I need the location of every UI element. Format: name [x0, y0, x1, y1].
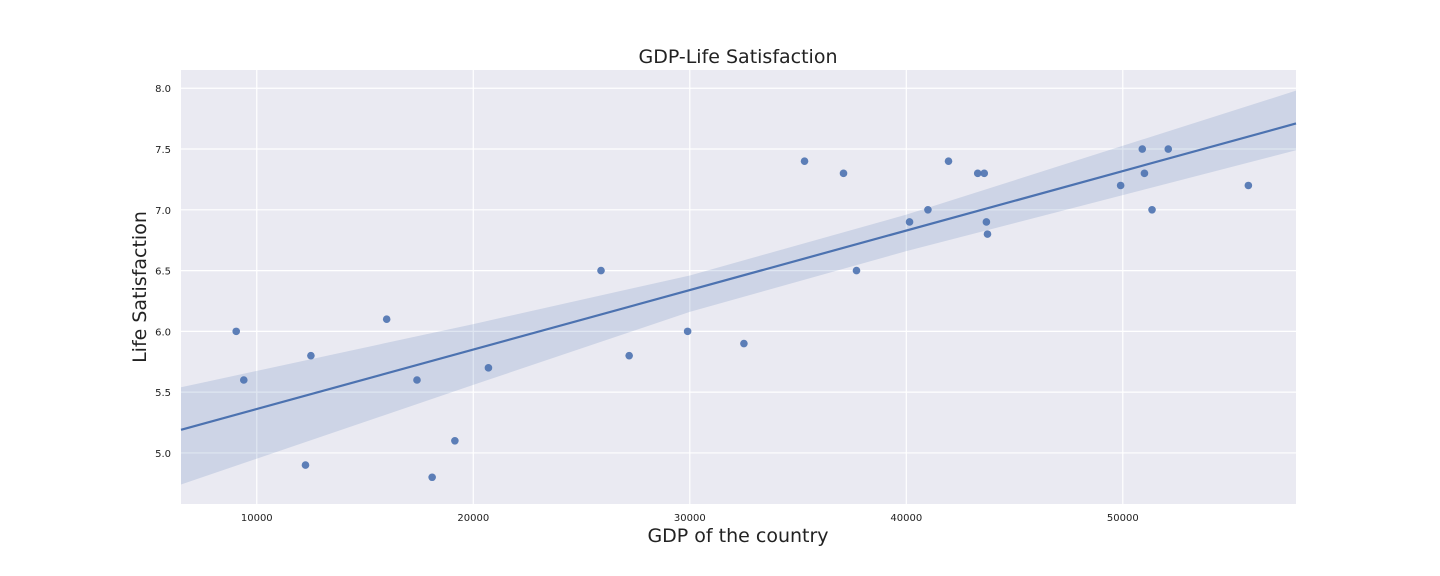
x-tick-label: 30000: [674, 513, 706, 524]
x-tick-label: 50000: [1107, 513, 1139, 524]
x-tick-label: 20000: [457, 513, 489, 524]
data-point: [451, 436, 459, 445]
x-tick-label: 40000: [890, 513, 922, 524]
data-point: [973, 169, 982, 178]
y-axis-label: Life Satisfaction: [129, 211, 151, 363]
data-point: [232, 327, 241, 336]
y-tick-label: 7.5: [155, 145, 171, 156]
y-tick-labels: 5.0 5.5 6.0 6.5 7.0 7.5 8.0: [155, 84, 171, 460]
confidence-band: [181, 90, 1296, 485]
grid-lines: [181, 70, 1296, 504]
data-point: [1164, 145, 1173, 153]
plot-area: [181, 70, 1296, 504]
regression-line-group: [180, 122, 1297, 431]
data-point: [625, 351, 633, 360]
data-point: [944, 157, 953, 165]
data-point: [413, 376, 421, 384]
y-tick-label: 7.0: [155, 206, 171, 217]
y-tick-label: 5.5: [155, 388, 171, 399]
data-point: [1140, 169, 1149, 178]
data-point: [839, 169, 848, 178]
data-point: [800, 157, 809, 165]
y-tick-label: 6.5: [155, 267, 171, 278]
data-point: [382, 315, 391, 324]
x-axis-label: GDP of the country: [647, 525, 828, 547]
data-points: [232, 145, 1253, 482]
y-tick-label: 5.0: [155, 449, 171, 460]
y-tick-label: 6.0: [155, 327, 171, 338]
data-point: [740, 339, 748, 348]
data-point: [301, 461, 310, 469]
data-point: [1244, 181, 1253, 190]
x-tick-labels: 10000 20000 30000 40000 50000: [241, 513, 1139, 524]
data-point: [1148, 206, 1156, 214]
data-point: [980, 169, 989, 178]
confidence-band-area: [181, 90, 1296, 485]
data-point: [924, 206, 932, 214]
data-point: [982, 218, 991, 226]
data-point: [905, 218, 914, 226]
data-point: [428, 473, 436, 482]
y-tick-label: 8.0: [155, 84, 171, 95]
data-point: [852, 266, 861, 275]
data-point: [239, 376, 248, 384]
x-tick-label: 10000: [241, 513, 273, 524]
data-point: [683, 327, 692, 336]
chart-title: GDP-Life Satisfaction: [638, 46, 837, 68]
data-point: [983, 230, 992, 238]
regression-line: [180, 122, 1297, 431]
data-point: [597, 266, 605, 275]
data-point: [484, 364, 493, 372]
data-point: [1116, 181, 1125, 190]
data-point: [1138, 145, 1147, 153]
data-point: [307, 351, 315, 360]
